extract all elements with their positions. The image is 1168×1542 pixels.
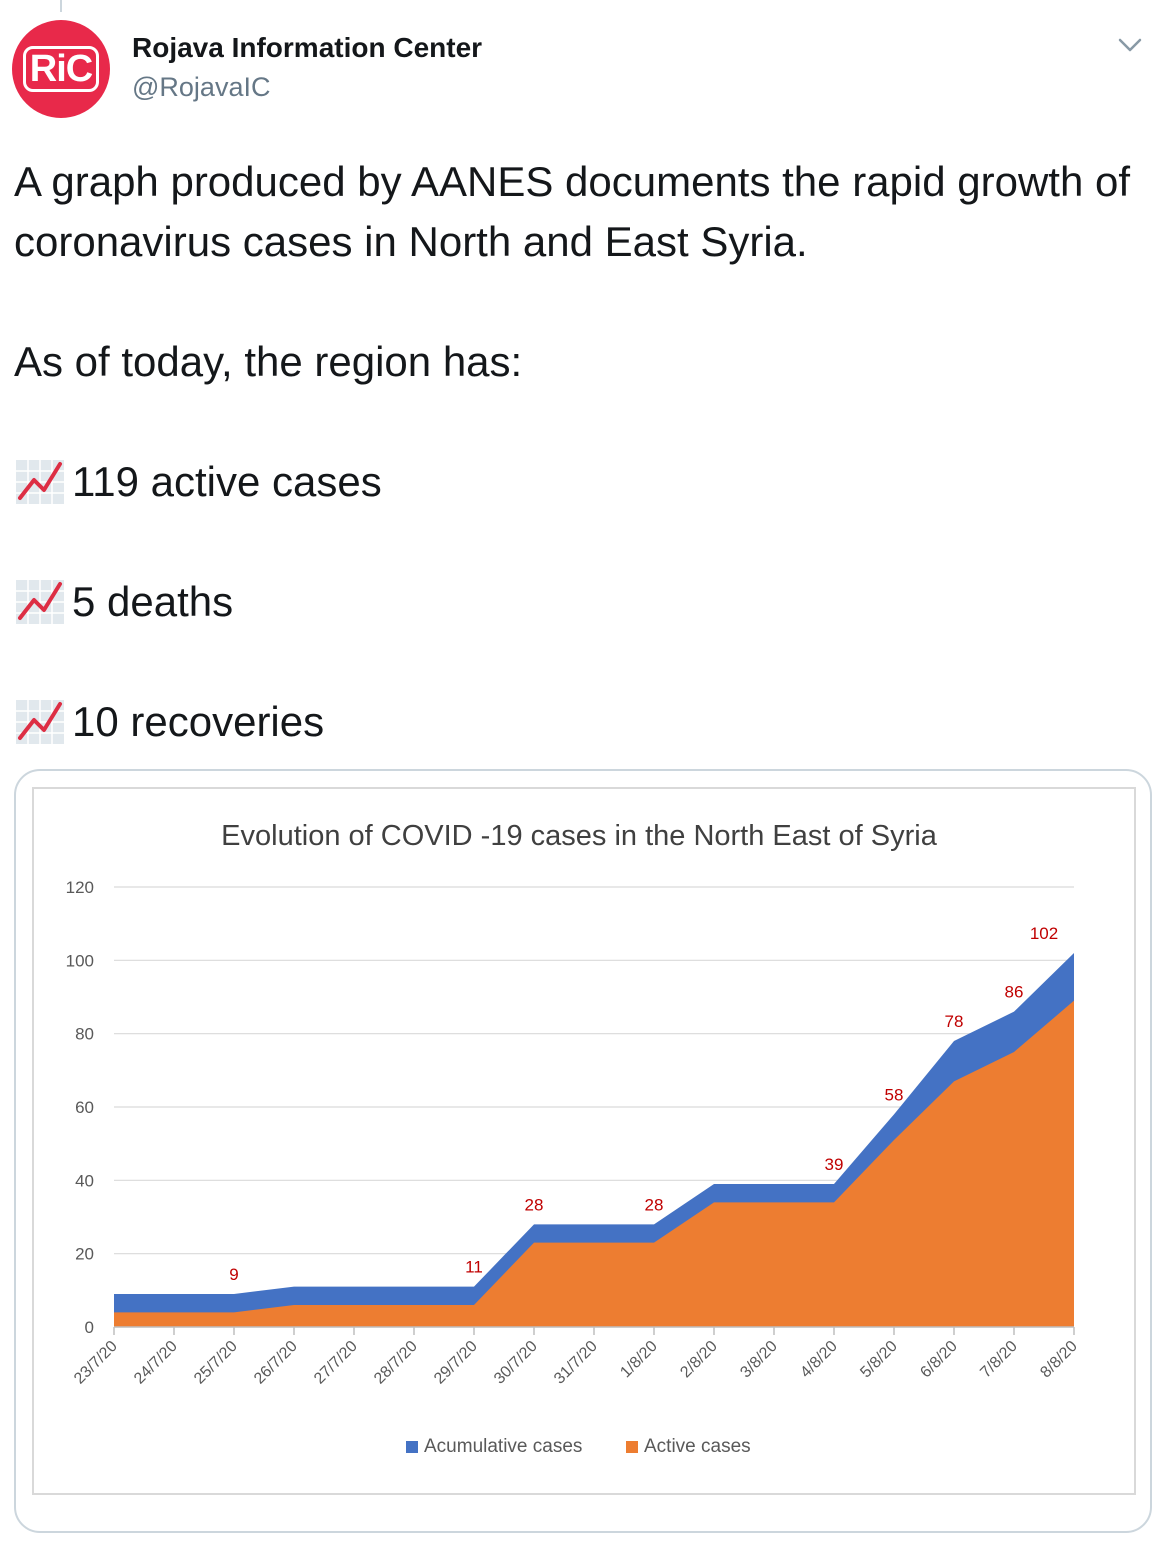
data-label: 102: [1030, 924, 1058, 943]
y-tick-label: 100: [66, 951, 94, 970]
data-label: 39: [825, 1155, 844, 1174]
avatar-logo-text: RiC: [22, 46, 100, 92]
area-chart: Evolution of COVID -19 cases in the Nort…: [66, 820, 1081, 1457]
media-card[interactable]: Evolution of COVID -19 cases in the Nort…: [14, 769, 1152, 1533]
x-tick-label: 1/8/20: [617, 1338, 661, 1382]
tweet-body: A graph produced by AANES documents the …: [14, 152, 1134, 752]
chart-increasing-icon: [16, 460, 64, 504]
data-label: 86: [1005, 983, 1024, 1002]
data-label: 58: [885, 1085, 904, 1104]
chart-title: Evolution of COVID -19 cases in the Nort…: [221, 820, 938, 852]
legend-label: Active cases: [644, 1436, 751, 1457]
stat-text: 119 active cases: [72, 458, 382, 505]
author-name[interactable]: Rojava Information Center: [132, 32, 483, 63]
tweet-paragraph: As of today, the region has:: [14, 338, 523, 385]
tweet-paragraph: A graph produced by AANES documents the …: [14, 158, 1131, 265]
x-tick-label: 4/8/20: [797, 1338, 841, 1382]
y-tick-label: 120: [66, 878, 94, 897]
x-tick-label: 7/8/20: [977, 1338, 1021, 1382]
series-area: [114, 1000, 1074, 1327]
data-label: 78: [945, 1012, 964, 1031]
data-label: 11: [465, 1258, 483, 1277]
y-tick-label: 0: [85, 1318, 94, 1337]
y-tick-label: 40: [75, 1171, 94, 1190]
legend-swatch: [626, 1441, 638, 1453]
thread-connector: [60, 0, 62, 12]
x-tick-label: 30/7/20: [491, 1338, 541, 1388]
legend-label: Acumulative cases: [424, 1436, 582, 1457]
stat-line: 10 recoveries: [14, 692, 1134, 752]
x-tick-label: 31/7/20: [551, 1338, 601, 1388]
x-tick-label: 6/8/20: [917, 1338, 961, 1382]
x-tick-label: 29/7/20: [431, 1338, 481, 1388]
legend-swatch: [406, 1441, 418, 1453]
data-label: 9: [229, 1265, 238, 1284]
chart-image: Evolution of COVID -19 cases in the Nort…: [32, 787, 1136, 1495]
y-tick-label: 60: [75, 1098, 94, 1117]
x-tick-label: 5/8/20: [857, 1338, 901, 1382]
x-tick-label: 26/7/20: [251, 1338, 301, 1388]
y-tick-label: 20: [75, 1245, 94, 1264]
author-handle[interactable]: @RojavaIC: [132, 72, 271, 102]
chart-increasing-icon: [16, 580, 64, 624]
stat-line: 119 active cases: [14, 452, 1134, 512]
chevron-down-icon[interactable]: [1116, 34, 1144, 56]
y-tick-label: 80: [75, 1025, 94, 1044]
data-label: 28: [645, 1195, 664, 1214]
avatar[interactable]: RiC: [12, 20, 110, 118]
chart-increasing-icon: [16, 700, 64, 744]
x-tick-label: 24/7/20: [131, 1338, 181, 1388]
x-tick-label: 27/7/20: [311, 1338, 361, 1388]
x-tick-label: 25/7/20: [191, 1338, 241, 1388]
x-tick-label: 2/8/20: [677, 1338, 721, 1382]
stat-line: 5 deaths: [14, 572, 1134, 632]
stat-text: 5 deaths: [72, 578, 234, 625]
x-tick-label: 8/8/20: [1037, 1338, 1081, 1382]
x-tick-label: 28/7/20: [371, 1338, 421, 1388]
data-label: 28: [525, 1195, 544, 1214]
x-tick-label: 3/8/20: [737, 1338, 781, 1382]
x-tick-label: 23/7/20: [71, 1338, 121, 1388]
stat-text: 10 recoveries: [72, 698, 325, 745]
